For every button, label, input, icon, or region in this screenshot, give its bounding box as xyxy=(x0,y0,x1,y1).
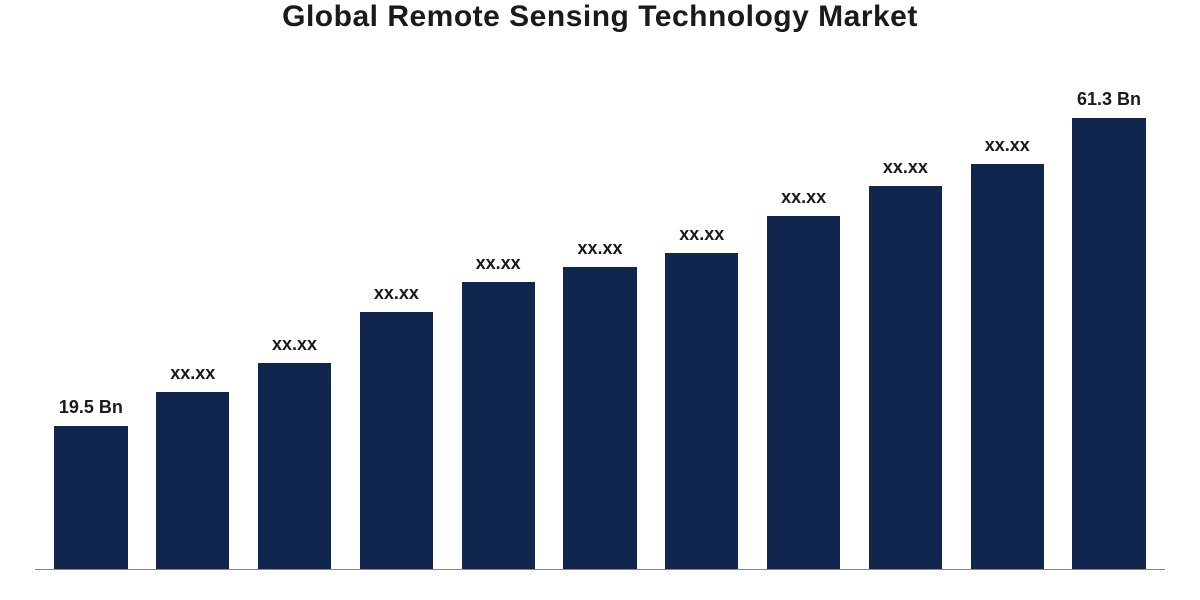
bar xyxy=(1072,118,1145,569)
bar-group: xx.xx xyxy=(447,54,549,569)
bar xyxy=(767,216,840,569)
bar-group: 61.3 Bn xyxy=(1058,54,1160,569)
chart-title: Global Remote Sensing Technology Market xyxy=(35,0,1165,54)
bar-value-label: xx.xx xyxy=(272,334,317,355)
bar xyxy=(563,267,636,569)
bar xyxy=(869,186,942,569)
bar-group: xx.xx xyxy=(651,54,753,569)
bar-value-label: xx.xx xyxy=(170,363,215,384)
bar-value-label: xx.xx xyxy=(781,187,826,208)
bar xyxy=(462,282,535,569)
bar-group: xx.xx xyxy=(244,54,346,569)
bar xyxy=(156,392,229,569)
bar-value-label: xx.xx xyxy=(374,283,419,304)
bar xyxy=(665,253,738,569)
bar-value-label: xx.xx xyxy=(679,224,724,245)
bar-group: xx.xx xyxy=(956,54,1058,569)
bar-group: xx.xx xyxy=(753,54,855,569)
bar-group: xx.xx xyxy=(142,54,244,569)
bar-group: xx.xx xyxy=(855,54,957,569)
bar-value-label: 19.5 Bn xyxy=(59,397,123,418)
bar xyxy=(360,312,433,570)
bar-group: xx.xx xyxy=(549,54,651,569)
bar-value-label: xx.xx xyxy=(883,157,928,178)
bar xyxy=(971,164,1044,569)
plot-area: 19.5 Bn xx.xx xx.xx xx.xx xx.xx xx.xx xx.xx xx.… xyxy=(35,54,1165,570)
bar-value-label: xx.xx xyxy=(985,135,1030,156)
bar xyxy=(258,363,331,569)
bar-value-label: xx.xx xyxy=(577,238,622,259)
bar-value-label: xx.xx xyxy=(476,253,521,274)
bar xyxy=(54,426,127,569)
chart-container: Global Remote Sensing Technology Market … xyxy=(0,0,1200,600)
bar-value-label: 61.3 Bn xyxy=(1077,89,1141,110)
bar-group: 19.5 Bn xyxy=(40,54,142,569)
bar-group: xx.xx xyxy=(345,54,447,569)
